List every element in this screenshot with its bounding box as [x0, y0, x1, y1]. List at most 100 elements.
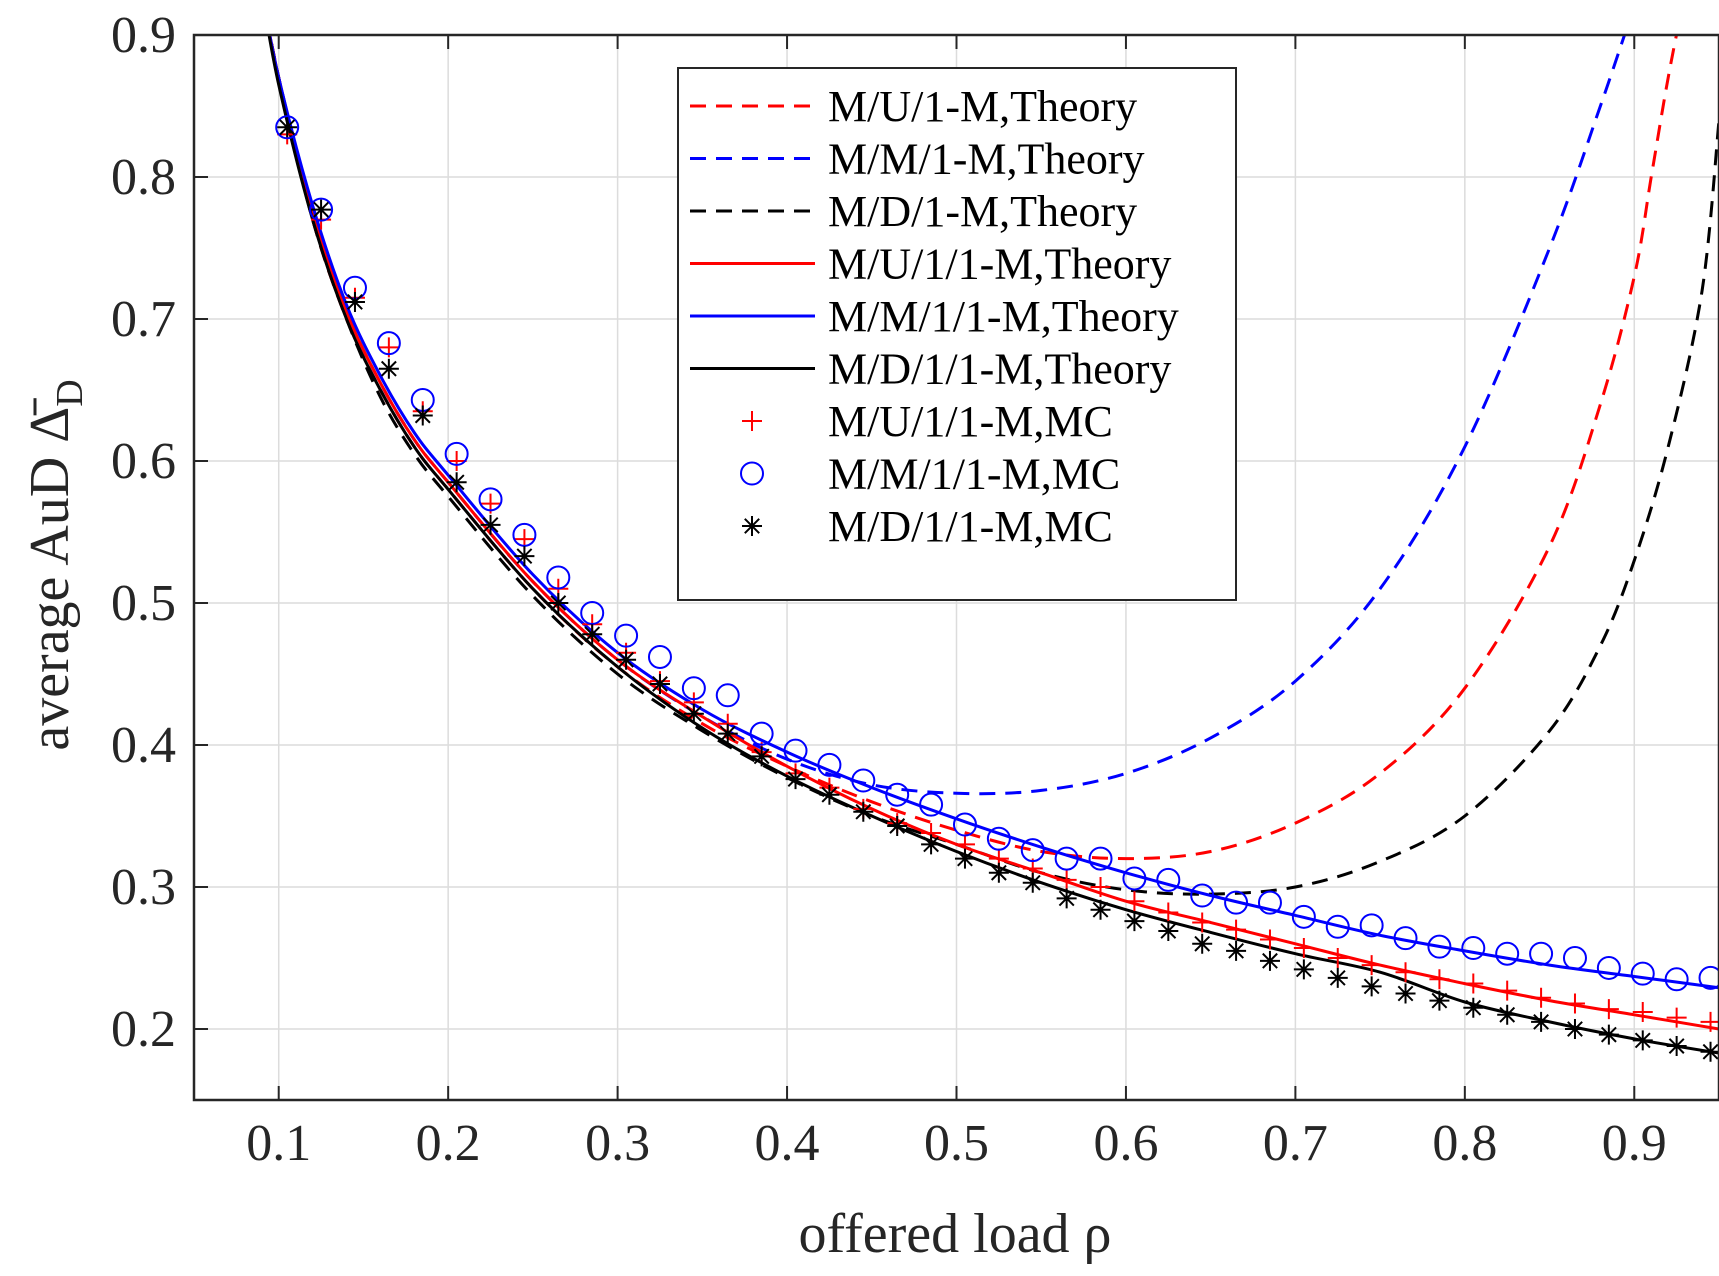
data-point: [1158, 921, 1179, 942]
legend-label: M/M/1/1-M,MC: [828, 450, 1120, 499]
data-point: [1698, 965, 1719, 990]
data-point: [1429, 969, 1450, 990]
data-point: [1666, 1007, 1687, 1028]
legend-item: M/U/1/1-M,Theory: [690, 240, 1171, 289]
x-tick-label: 0.5: [924, 1115, 989, 1172]
series-8: [277, 117, 1719, 1062]
data-point: [988, 862, 1009, 883]
x-tick-label: 0.7: [1263, 1115, 1328, 1172]
y-tick-label: 0.6: [111, 433, 176, 490]
legend-marker: [740, 461, 764, 486]
data-point: [1700, 1041, 1719, 1062]
legend-label: M/D/1-M,Theory: [828, 187, 1137, 236]
data-point: [1666, 1036, 1687, 1057]
data-point: [1461, 936, 1486, 961]
legend-label: M/M/1-M,Theory: [828, 135, 1145, 184]
data-point: [1158, 902, 1179, 923]
data-point: [1054, 846, 1079, 871]
data-point: [614, 623, 639, 648]
data-point: [749, 721, 774, 746]
data-point: [1224, 890, 1249, 915]
data-point: [921, 834, 942, 855]
x-tick-label: 0.2: [416, 1115, 481, 1172]
data-point: [546, 565, 571, 590]
data-point: [512, 522, 537, 547]
data-point: [1632, 1030, 1653, 1051]
series-line: [268, 35, 1719, 1031]
data-point: [378, 358, 399, 379]
data-point: [1562, 946, 1587, 970]
data-point: [480, 514, 501, 535]
data-point: [887, 815, 908, 836]
series-line: [268, 35, 1719, 990]
data-point: [1529, 941, 1554, 966]
y-axis-label-main: average AuD Δ̄: [19, 398, 81, 751]
data-point: [275, 115, 300, 140]
data-point: [376, 331, 401, 356]
data-point: [919, 792, 944, 817]
data-point: [717, 723, 738, 744]
data-point: [1395, 983, 1416, 1004]
data-point: [1495, 941, 1520, 966]
y-tick-label: 0.4: [111, 717, 176, 774]
data-point: [1393, 926, 1418, 951]
data-point: [446, 472, 467, 493]
legend-label: M/U/1/1-M,MC: [828, 397, 1113, 446]
data-point: [715, 683, 740, 708]
data-point: [344, 291, 365, 312]
data-point: [785, 769, 806, 790]
data-point: [1259, 950, 1280, 971]
data-point: [1598, 999, 1619, 1020]
series-layer: [267, 35, 1719, 1062]
data-point: [954, 848, 975, 869]
data-point: [1090, 899, 1111, 920]
data-point: [1564, 1019, 1585, 1039]
data-point: [1259, 929, 1280, 950]
data-point: [1463, 973, 1484, 994]
legend-item: M/U/1-M,Theory: [690, 82, 1137, 131]
data-point: [311, 199, 332, 220]
data-point: [1022, 872, 1043, 893]
legend-item: M/M/1/1-M,MC: [740, 450, 1120, 499]
x-axis-label: offered load ρ: [798, 1203, 1111, 1265]
data-point: [1632, 1001, 1653, 1022]
series-3: [268, 35, 1719, 1031]
x-tick-label: 0.4: [755, 1115, 820, 1172]
series-7: [275, 115, 1719, 992]
data-point: [444, 441, 469, 466]
data-point: [1664, 967, 1689, 992]
legend-label: M/M/1/1-M,Theory: [828, 292, 1179, 341]
data-point: [1192, 912, 1213, 933]
legend-item: M/M/1-M,Theory: [690, 135, 1145, 184]
data-point: [1293, 959, 1314, 980]
data-point: [751, 746, 772, 767]
data-point: [1463, 997, 1484, 1018]
data-point: [616, 649, 637, 670]
data-point: [1497, 980, 1518, 1001]
legend-label: M/U/1/1-M,Theory: [828, 240, 1171, 289]
data-point: [1124, 911, 1145, 932]
y-tick-label: 0.9: [111, 7, 176, 64]
data-point: [817, 752, 842, 777]
data-point: [1361, 955, 1382, 976]
data-point: [309, 197, 334, 222]
legend-marker: [742, 516, 762, 536]
data-point: [1291, 904, 1316, 929]
data-point: [514, 546, 535, 567]
data-point: [277, 117, 298, 138]
data-point: [478, 487, 503, 512]
data-point: [1429, 990, 1450, 1011]
legend-label: M/D/1/1-M,Theory: [828, 345, 1171, 394]
data-point: [1056, 888, 1077, 909]
legend-label: M/U/1-M,Theory: [828, 82, 1137, 131]
legend-marker: [742, 411, 762, 431]
data-point: [412, 405, 433, 426]
data-point: [1327, 948, 1348, 968]
data-point: [1427, 934, 1452, 959]
data-point: [1598, 1024, 1619, 1045]
data-point: [1226, 919, 1247, 940]
legend-item: M/D/1/1-M,MC: [742, 502, 1113, 551]
data-point: [1531, 987, 1552, 1008]
y-tick-label: 0.3: [111, 859, 176, 916]
